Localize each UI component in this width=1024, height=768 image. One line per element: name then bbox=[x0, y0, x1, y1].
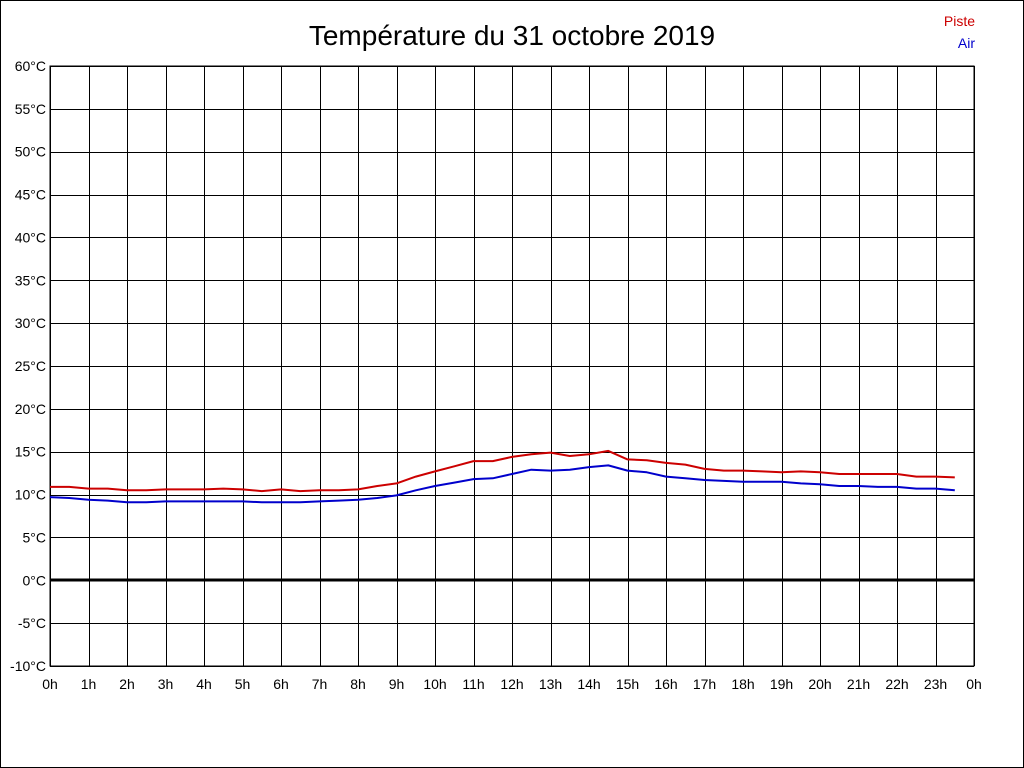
series-line-piste bbox=[50, 449, 955, 493]
x-tick-label: 22h bbox=[885, 676, 908, 692]
x-axis-ticks: 0h 1h 2h 3h 4h 5h 6h 7h 8h 9h 10h 11h 12h 13h 14h 15h 16… bbox=[42, 676, 982, 692]
x-tick-label: 16h bbox=[654, 676, 677, 692]
y-tick-label: 20°C bbox=[15, 401, 46, 417]
y-tick-label: -5°C bbox=[18, 615, 46, 631]
series-lines bbox=[49, 449, 955, 504]
x-tick-label: 14h bbox=[577, 676, 600, 692]
y-tick-label: 15°C bbox=[15, 444, 46, 460]
legend: Piste Air bbox=[944, 13, 975, 51]
x-tick-label: 0h bbox=[966, 676, 982, 692]
x-tick-label: 1h bbox=[81, 676, 97, 692]
x-tick-label: 13h bbox=[539, 676, 562, 692]
series-line-air bbox=[49, 464, 955, 504]
x-tick-label: 20h bbox=[808, 676, 831, 692]
grid-lines bbox=[50, 66, 975, 667]
x-tick-label: 10h bbox=[423, 676, 446, 692]
y-tick-label: 50°C bbox=[15, 144, 46, 160]
x-tick-label: 21h bbox=[847, 676, 870, 692]
x-tick-label: 18h bbox=[731, 676, 754, 692]
x-tick-label: 19h bbox=[770, 676, 793, 692]
x-tick-label: 23h bbox=[924, 676, 947, 692]
x-tick-label: 3h bbox=[158, 676, 174, 692]
legend-item-air: Air bbox=[958, 35, 975, 51]
x-tick-label: 2h bbox=[119, 676, 135, 692]
y-tick-label: -10°C bbox=[10, 658, 46, 674]
y-tick-label: 10°C bbox=[15, 487, 46, 503]
y-tick-label: 30°C bbox=[15, 315, 46, 331]
x-tick-label: 7h bbox=[312, 676, 328, 692]
y-tick-label: 40°C bbox=[15, 229, 46, 245]
x-tick-label: 9h bbox=[389, 676, 405, 692]
y-tick-label: 60°C bbox=[15, 58, 46, 74]
x-tick-label: 6h bbox=[273, 676, 289, 692]
legend-item-piste: Piste bbox=[944, 13, 975, 29]
y-tick-label: 5°C bbox=[23, 529, 47, 545]
x-tick-label: 17h bbox=[693, 676, 716, 692]
chart-title: Température du 31 octobre 2019 bbox=[309, 20, 715, 51]
y-tick-label: 35°C bbox=[15, 272, 46, 288]
y-tick-label: 25°C bbox=[15, 358, 46, 374]
y-tick-label: 55°C bbox=[15, 101, 46, 117]
x-tick-label: 8h bbox=[350, 676, 366, 692]
x-tick-label: 12h bbox=[500, 676, 523, 692]
x-tick-label: 5h bbox=[235, 676, 251, 692]
x-tick-label: 0h bbox=[42, 676, 58, 692]
x-tick-label: 11h bbox=[462, 676, 484, 692]
x-tick-label: 15h bbox=[616, 676, 639, 692]
y-tick-label: 0°C bbox=[23, 572, 47, 588]
y-axis-ticks: 60°C 55°C 50°C 45°C 40°C 35°C 30°C 25°C 20°C 15°C… bbox=[10, 58, 46, 674]
y-tick-label: 45°C bbox=[15, 187, 46, 203]
x-tick-label: 4h bbox=[196, 676, 212, 692]
